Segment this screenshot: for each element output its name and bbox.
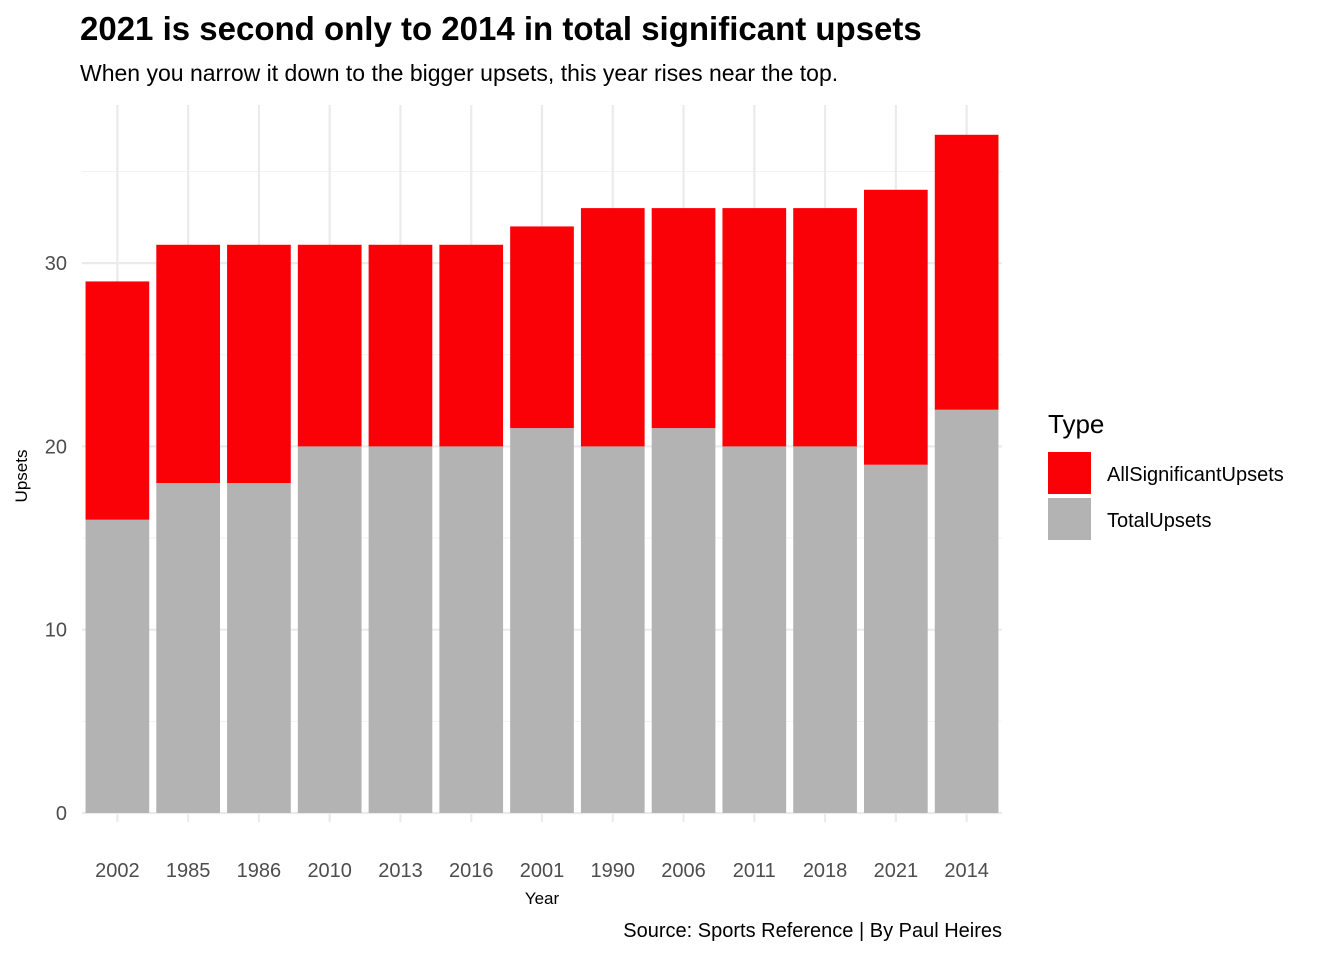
bar-TotalUpsets-1986 [227, 483, 291, 813]
legend-swatch-TotalUpsets [1048, 498, 1091, 540]
bar-AllSignificantUpsets-2013 [368, 244, 433, 447]
y-axis-title: Upsets [12, 450, 31, 503]
bar-TotalUpsets-2018 [793, 446, 857, 813]
x-tick-label: 2010 [307, 860, 352, 882]
x-tick-label: 1985 [166, 860, 211, 882]
x-tick-label: 2001 [520, 860, 565, 882]
bar-TotalUpsets-2001 [510, 428, 574, 813]
chart-title: 2021 is second only to 2014 in total sig… [80, 10, 922, 47]
bar-TotalUpsets-2011 [722, 446, 787, 813]
bar-AllSignificantUpsets-2016 [439, 244, 504, 447]
y-tick-label: 10 [45, 620, 67, 642]
bar-TotalUpsets-1990 [580, 446, 645, 813]
x-tick-label: 2013 [378, 860, 423, 882]
legend-label-AllSignificantUpsets: AllSignificantUpsets [1107, 464, 1284, 486]
x-tick-label: 2021 [874, 860, 919, 882]
x-tick-label: 2016 [449, 860, 494, 882]
legend-title: Type [1048, 409, 1104, 439]
bar-AllSignificantUpsets-2006 [651, 208, 716, 429]
bar-TotalUpsets-1985 [156, 483, 220, 813]
legend-label-TotalUpsets: TotalUpsets [1107, 510, 1212, 532]
bar-AllSignificantUpsets-2011 [722, 208, 787, 447]
bar-AllSignificantUpsets-2018 [793, 208, 857, 447]
x-tick-label: 2018 [803, 860, 848, 882]
x-tick-label: 2002 [95, 860, 140, 882]
x-tick-label: 2006 [661, 860, 706, 882]
bar-AllSignificantUpsets-1986 [227, 244, 291, 484]
y-tick-label: 0 [56, 803, 67, 825]
bar-TotalUpsets-2021 [864, 464, 928, 813]
bar-AllSignificantUpsets-1985 [156, 244, 220, 484]
bar-TotalUpsets-2013 [368, 446, 433, 813]
y-axis-ticks: 0 10 20 30 [45, 253, 67, 825]
y-tick-label: 30 [45, 253, 67, 275]
x-tick-label: 1990 [591, 860, 636, 882]
x-tick-label: 2014 [944, 860, 989, 882]
bar-TotalUpsets-2016 [439, 446, 504, 813]
bar-AllSignificantUpsets-2001 [510, 226, 574, 429]
bar-AllSignificantUpsets-2002 [85, 281, 150, 520]
x-tick-label: 2011 [733, 860, 776, 882]
bar-TotalUpsets-2006 [651, 428, 716, 813]
bar-TotalUpsets-2002 [85, 519, 150, 813]
chart-caption: Source: Sports Reference | By Paul Heire… [623, 920, 1002, 942]
bar-TotalUpsets-2010 [297, 446, 362, 813]
bar-AllSignificantUpsets-2021 [864, 189, 928, 465]
y-tick-label: 20 [45, 436, 67, 458]
bars [85, 134, 999, 813]
x-tick-label: 1986 [237, 860, 282, 882]
x-axis-ticks: 2002 1985 1986 2010 2013 2016 2001 1990 2006 2011… [95, 860, 989, 882]
legend-swatch-AllSignificantUpsets [1048, 452, 1091, 494]
legend: Type AllSignificantUpsets TotalUpsets [1048, 409, 1284, 540]
bar-AllSignificantUpsets-2014 [934, 134, 999, 410]
x-axis-title: Year [525, 889, 560, 908]
bar-TotalUpsets-2014 [934, 409, 999, 813]
bar-AllSignificantUpsets-2010 [297, 244, 362, 447]
chart-subtitle: When you narrow it down to the bigger up… [80, 60, 839, 86]
bar-AllSignificantUpsets-1990 [580, 208, 645, 447]
